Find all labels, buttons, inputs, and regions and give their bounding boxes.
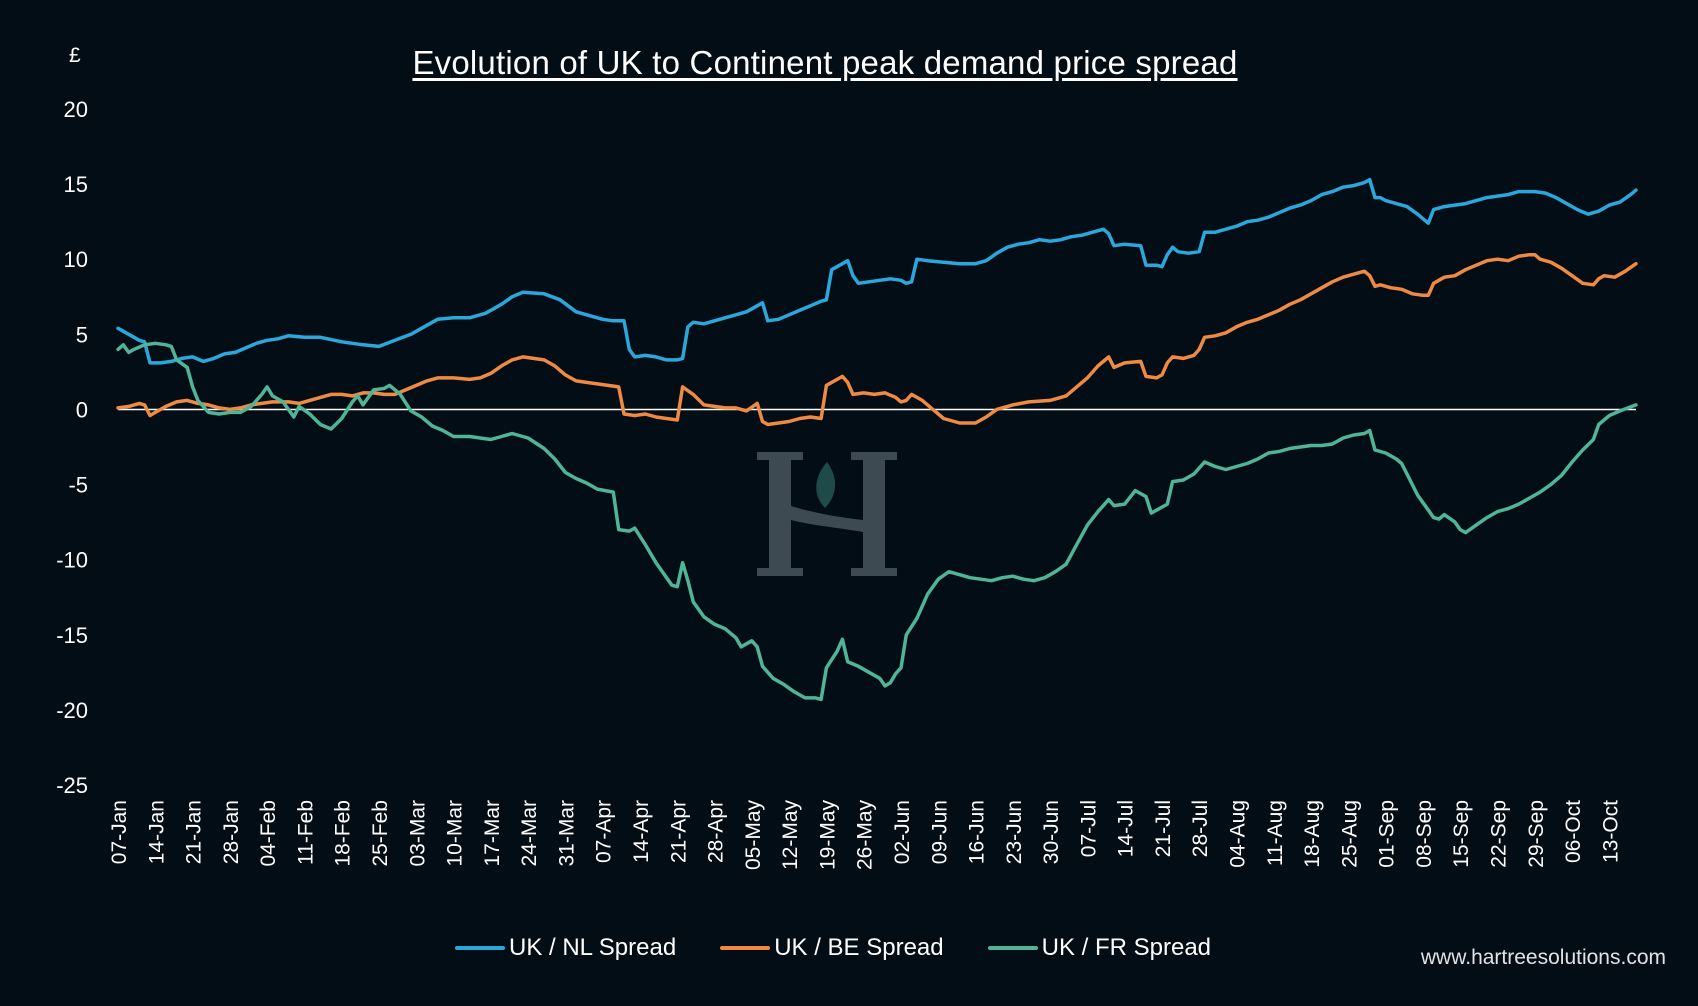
legend-item-nl: UK / NL Spread: [455, 934, 676, 962]
x-tick-label: 28-Jul: [1189, 800, 1212, 857]
x-tick-label: 07-Apr: [593, 800, 616, 863]
legend-item-be: UK / BE Spread: [720, 934, 944, 962]
chart-title: Evolution of UK to Continent peak demand…: [412, 44, 1238, 81]
legend-label-be: UK / BE Spread: [774, 934, 944, 961]
y-tick-label: 15: [64, 172, 88, 197]
x-tick-label: 26-May: [854, 800, 877, 871]
series-line-be: [116, 252, 1638, 427]
x-tick-label: 24-Mar: [518, 800, 541, 867]
x-tick-label: 28-Jan: [220, 800, 243, 864]
series-line-fr: [116, 341, 1638, 702]
x-tick-label: 30-Jun: [1040, 800, 1063, 864]
x-tick-label: 09-Jun: [928, 800, 951, 864]
y-tick-label: 0: [76, 397, 88, 422]
x-tick-label: 31-Mar: [555, 800, 578, 867]
x-tick-label: 04-Aug: [1227, 800, 1250, 868]
x-tick-label: 22-Sep: [1488, 800, 1511, 868]
x-tick-label: 13-Oct: [1599, 800, 1622, 863]
x-tick-label: 16-Jun: [966, 800, 989, 864]
x-tick-label: 19-May: [816, 800, 839, 871]
y-tick-label: 20: [64, 97, 88, 122]
y-axis-unit-label: £: [69, 44, 81, 67]
x-tick-label: 03-Mar: [406, 800, 429, 867]
x-tick-label: 08-Sep: [1413, 800, 1436, 868]
x-tick-label: 25-Feb: [369, 800, 392, 867]
y-axis-ticks: 20 15 10 5 0 -5 -10 -15 -20 -25: [56, 97, 88, 798]
legend-item-fr: UK / FR Spread: [987, 934, 1212, 962]
y-tick-label: -20: [56, 698, 88, 723]
y-tick-label: 5: [76, 322, 88, 347]
x-tick-label: 11-Aug: [1264, 800, 1287, 866]
x-tick-label: 21-Jul: [1152, 800, 1175, 857]
legend-swatch-nl: [455, 946, 505, 950]
legend-label-fr: UK / FR Spread: [1041, 934, 1212, 961]
x-tick-label: 06-Oct: [1562, 800, 1585, 863]
x-tick-label: 14-Jan: [145, 800, 168, 864]
x-tick-label: 14-Jul: [1115, 800, 1138, 857]
chart-legend: UK / NL Spread UK / BE Spread UK / FR Sp…: [455, 934, 1211, 962]
y-tick-label: -10: [56, 548, 88, 573]
x-tick-label: 01-Sep: [1376, 800, 1399, 868]
y-tick-label: -15: [56, 623, 88, 648]
x-tick-label: 12-May: [779, 800, 802, 871]
x-tick-label: 07-Jul: [1077, 800, 1100, 857]
y-tick-label: -25: [56, 773, 88, 798]
x-tick-label: 10-Mar: [444, 800, 467, 867]
x-tick-label: 11-Feb: [294, 800, 317, 865]
x-tick-label: 28-Apr: [705, 800, 728, 863]
legend-swatch-fr: [987, 946, 1038, 950]
legend-label-nl: UK / NL Spread: [509, 934, 677, 961]
x-tick-label: 14-Apr: [630, 800, 653, 863]
x-tick-label: 02-Jun: [891, 800, 914, 864]
x-tick-label: 21-Jan: [183, 800, 206, 864]
x-tick-label: 04-Feb: [257, 800, 280, 867]
y-tick-label: -5: [68, 473, 88, 498]
x-tick-label: 18-Aug: [1301, 800, 1324, 868]
x-tick-label: 05-May: [742, 800, 765, 871]
x-tick-label: 21-Apr: [667, 800, 690, 863]
x-tick-label: 15-Sep: [1450, 800, 1473, 868]
x-tick-label: 17-Mar: [481, 800, 504, 867]
x-axis-ticks: 07-Jan 14-Jan 21-Jan 28-Jan 04-Feb 11-Feb 18-F…: [108, 800, 1622, 871]
legend-swatch-be: [720, 946, 771, 950]
x-tick-label: 18-Feb: [332, 800, 355, 867]
x-tick-label: 25-Aug: [1338, 800, 1361, 868]
y-tick-label: 10: [64, 247, 88, 272]
hartree-logo-watermark-icon: [757, 452, 897, 576]
x-tick-label: 29-Sep: [1525, 800, 1548, 868]
website-link[interactable]: www.hartreesolutions.com: [1420, 946, 1666, 969]
x-tick-label: 07-Jan: [108, 800, 131, 864]
series-line-nl: [116, 177, 1638, 365]
series-lines: [116, 177, 1638, 702]
x-tick-label: 23-Jun: [1003, 800, 1026, 864]
